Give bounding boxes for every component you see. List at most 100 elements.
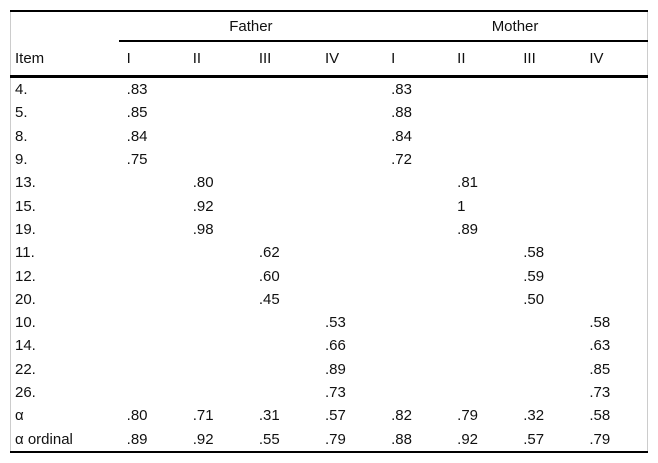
loading-value-cell	[317, 218, 383, 241]
loading-value-cell: .92	[192, 197, 214, 215]
loading-value-cell: .79	[589, 430, 611, 448]
table-row: 4. .83 .83	[11, 77, 648, 102]
table-row: α .80 .71 .31 .57 .82 .79 .32 .58	[11, 404, 648, 427]
factor-column-header: IV	[581, 41, 648, 78]
factor-column-header: II	[184, 41, 251, 78]
loading-value-cell	[581, 148, 647, 171]
loading-value-cell: .89	[126, 430, 148, 448]
loading-value-cell: .81	[457, 174, 479, 192]
loading-value-cell	[251, 334, 317, 357]
loading-value-cell	[383, 288, 449, 311]
group-header-father: Father	[118, 11, 384, 42]
loading-value-cell: .62	[258, 244, 280, 262]
item-label: 13.	[15, 174, 36, 192]
loading-value-cell	[449, 148, 515, 171]
loading-value-cell: .31	[258, 407, 280, 425]
loading-value-cell	[185, 125, 251, 148]
item-label: 10.	[15, 314, 36, 332]
loading-value-cell	[581, 288, 647, 311]
loading-value-cell: .66	[324, 337, 346, 355]
loading-value-cell	[119, 288, 185, 311]
loading-value-cell	[251, 101, 317, 124]
loading-value-cell	[185, 241, 251, 264]
loading-value-cell	[251, 77, 317, 102]
table-row: 10. .53 .58	[11, 311, 648, 334]
table-row: 14. .66 .63	[11, 334, 648, 357]
loading-value-cell	[515, 334, 581, 357]
item-label: 9.	[15, 151, 28, 169]
loading-value-cell	[515, 358, 581, 381]
item-label: 22.	[15, 360, 36, 378]
factor-column-header: I	[118, 41, 185, 78]
loading-value-cell	[317, 148, 383, 171]
table-row: 19. .98 .89	[11, 218, 648, 241]
loading-value-cell: .84	[126, 127, 148, 145]
loading-value-cell: .59	[523, 267, 545, 285]
table-row: α ordinal .89 .92 .55 .79 .88 .92 .57 .79	[11, 427, 648, 451]
loading-value-cell	[383, 241, 449, 264]
table-row: 12. .60 .59	[11, 264, 648, 287]
loading-value-cell: .82	[391, 407, 412, 425]
table-row: 15. .92 1	[11, 194, 648, 217]
loading-value-cell: .63	[589, 337, 611, 355]
loading-value-cell	[449, 311, 515, 334]
loading-value-cell: .45	[258, 290, 280, 308]
loading-value-cell	[251, 358, 317, 381]
loading-value-cell: .92	[192, 430, 214, 448]
loading-value-cell	[449, 264, 515, 287]
loading-value-cell: .72	[391, 151, 412, 169]
item-column-header: Item	[10, 41, 119, 78]
loading-value-cell	[185, 77, 251, 102]
loading-value-cell: .89	[324, 360, 346, 378]
loading-value-cell	[515, 77, 581, 102]
column-header-row: Item I II III IV I II III IV	[10, 41, 648, 78]
factor-column-header: IV	[316, 41, 384, 78]
loading-value-cell: .89	[457, 220, 479, 238]
loading-value-cell: .53	[324, 314, 346, 332]
loading-value-cell	[185, 381, 251, 404]
loading-value-cell: .80	[192, 174, 214, 192]
loading-value-cell: .55	[258, 430, 280, 448]
loading-value-cell: .57	[324, 407, 346, 425]
item-label: α	[15, 407, 24, 425]
table-row: 5. .85 .88	[11, 101, 648, 124]
loading-value-cell: .79	[324, 430, 346, 448]
loading-value-cell: .85	[589, 360, 611, 378]
loading-value-cell	[581, 101, 647, 124]
loading-value-cell	[515, 381, 581, 404]
loading-value-cell	[449, 358, 515, 381]
loading-value-cell	[581, 125, 647, 148]
loading-value-cell: .98	[192, 220, 214, 238]
table-row: 26. .73 .73	[11, 381, 648, 404]
item-label: 26.	[15, 384, 36, 401]
loading-value-cell	[449, 288, 515, 311]
loading-value-cell	[449, 334, 515, 357]
item-label: 11.	[15, 244, 35, 262]
table-row: 11. .62 .58	[11, 241, 648, 264]
loading-value-cell	[119, 334, 185, 357]
loading-value-cell: .75	[126, 151, 148, 169]
loading-value-cell	[515, 125, 581, 148]
loading-value-cell: .84	[391, 127, 412, 145]
loading-value-cell: .57	[523, 430, 545, 448]
factor-column-header: III	[250, 41, 317, 78]
loading-value-cell	[515, 311, 581, 334]
loading-value-cell	[251, 194, 317, 217]
table-row: 13. .80 .81	[11, 171, 648, 194]
table-body: 4. .83 .83 5. .85 .88 8. .84 .84 9. .75 .72 13. .80 .8…	[11, 77, 648, 452]
item-label: 19.	[15, 220, 36, 238]
group-header-mother: Mother	[383, 11, 648, 42]
loading-value-cell	[185, 264, 251, 287]
table-row: 8. .84 .84	[11, 125, 648, 148]
loading-value-cell: .58	[589, 314, 611, 332]
loading-value-cell	[449, 381, 515, 404]
loading-value-cell	[581, 264, 647, 287]
loading-value-cell: .58	[523, 244, 545, 262]
loading-value-cell: .92	[457, 430, 479, 448]
loading-value-cell	[119, 241, 185, 264]
loading-value-cell	[449, 125, 515, 148]
table-row: 20. .45 .50	[11, 288, 648, 311]
table-row: 9. .75 .72	[11, 148, 648, 171]
loading-value-cell	[515, 218, 581, 241]
item-label: 8.	[15, 127, 28, 145]
